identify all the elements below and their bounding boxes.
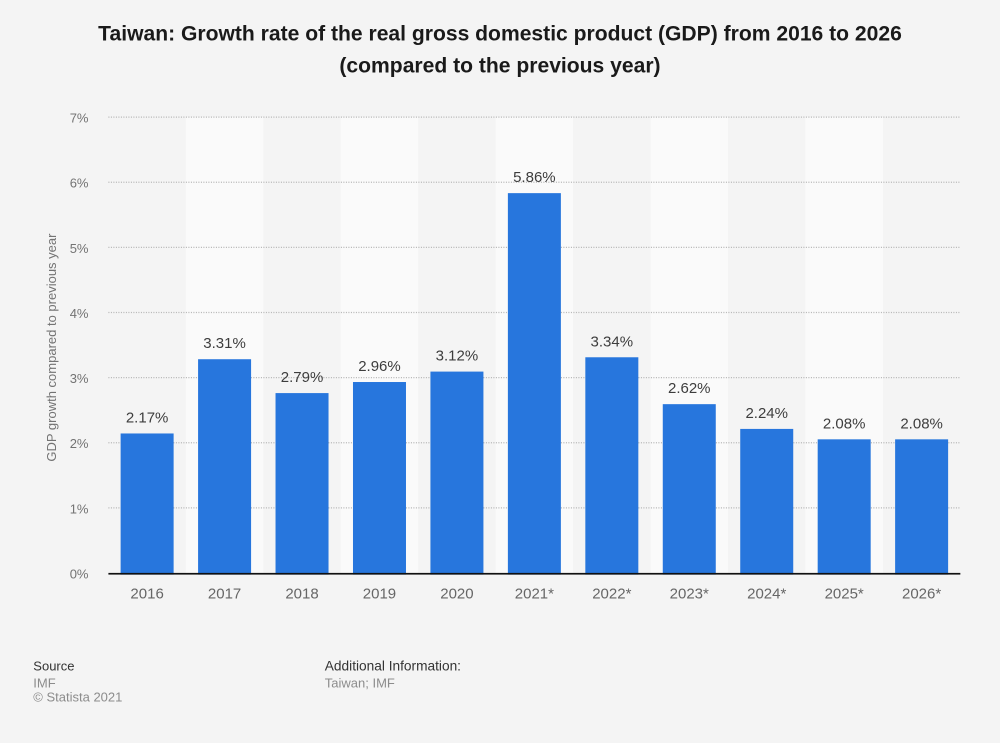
svg-text:2.96%: 2.96%: [358, 358, 401, 375]
svg-text:2020: 2020: [440, 586, 473, 603]
svg-text:2021*: 2021*: [515, 586, 554, 603]
svg-text:5.86%: 5.86%: [513, 169, 556, 186]
svg-text:3%: 3%: [70, 371, 89, 386]
svg-text:5%: 5%: [70, 241, 89, 256]
svg-text:2.08%: 2.08%: [823, 415, 866, 432]
svg-text:2.08%: 2.08%: [900, 415, 943, 432]
svg-text:2022*: 2022*: [592, 586, 631, 603]
svg-text:3.12%: 3.12%: [436, 348, 479, 365]
svg-text:3.34%: 3.34%: [591, 333, 634, 350]
svg-text:3.31%: 3.31%: [203, 335, 246, 352]
svg-text:Taiwan: Growth rate of the rea: Taiwan: Growth rate of the real gross do…: [98, 23, 902, 46]
svg-text:2019: 2019: [363, 586, 396, 603]
svg-text:2026*: 2026*: [902, 586, 941, 603]
svg-text:2023*: 2023*: [670, 586, 709, 603]
svg-text:IMF: IMF: [33, 675, 55, 690]
svg-text:Additional Information:: Additional Information:: [325, 658, 461, 673]
svg-text:2.62%: 2.62%: [668, 380, 711, 397]
svg-text:2016: 2016: [130, 586, 163, 603]
svg-text:© Statista 2021: © Statista 2021: [33, 690, 122, 705]
svg-text:2.17%: 2.17%: [126, 409, 169, 426]
svg-text:2025*: 2025*: [825, 586, 864, 603]
svg-text:Source: Source: [33, 658, 74, 673]
svg-text:7%: 7%: [70, 111, 89, 126]
svg-text:GDP growth compared to previou: GDP growth compared to previous year: [44, 233, 59, 462]
svg-text:2.79%: 2.79%: [281, 369, 324, 386]
svg-text:2%: 2%: [70, 436, 89, 451]
svg-text:(compared to the previous year: (compared to the previous year): [339, 55, 660, 78]
svg-text:2018: 2018: [285, 586, 318, 603]
svg-text:4%: 4%: [70, 306, 89, 321]
svg-text:2017: 2017: [208, 586, 241, 603]
svg-text:1%: 1%: [70, 501, 89, 516]
svg-text:6%: 6%: [70, 176, 89, 191]
svg-text:2.24%: 2.24%: [745, 405, 788, 422]
svg-text:2024*: 2024*: [747, 586, 786, 603]
svg-text:Taiwan; IMF: Taiwan; IMF: [325, 675, 395, 690]
svg-text:0%: 0%: [70, 567, 89, 582]
